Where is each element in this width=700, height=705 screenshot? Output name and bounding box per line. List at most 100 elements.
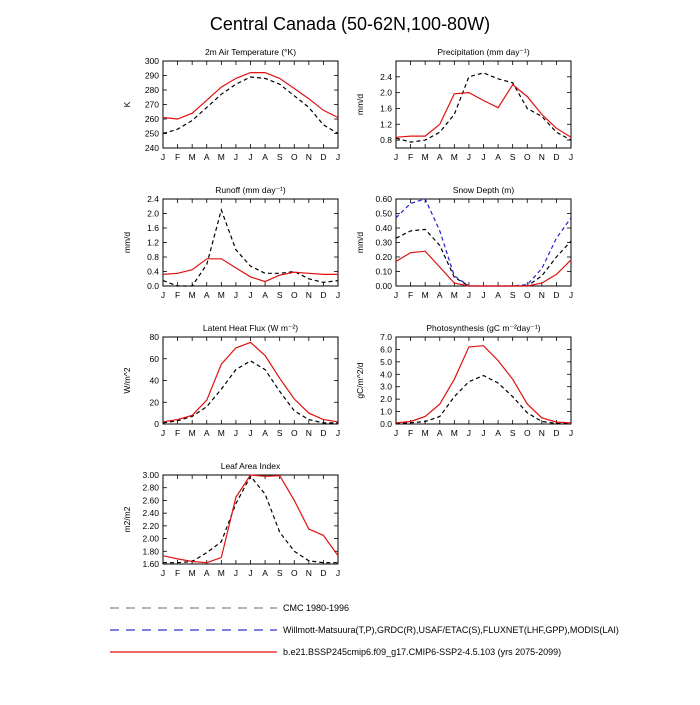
y-tick-label: 1.6 (147, 223, 159, 233)
legend-item: Willmott-Matsuura(T,P),GRDC(R),USAF/ETAC… (110, 625, 619, 635)
x-tick-label: D (553, 152, 559, 162)
x-tick-label: A (495, 290, 501, 300)
x-tick-label: F (175, 152, 180, 162)
x-tick-label: M (451, 428, 458, 438)
x-tick-label: J (394, 290, 398, 300)
x-tick-label: D (320, 152, 326, 162)
x-tick-label: D (553, 428, 559, 438)
panel-title: Photosynthesis (gC m⁻²day⁻¹) (426, 323, 540, 333)
figure-title: Central Canada (50-62N,100-80W) (210, 14, 490, 34)
panel-title: Latent Heat Flux (W m⁻²) (203, 323, 298, 333)
y-axis-label: mm/d (355, 94, 365, 116)
x-tick-label: J (467, 152, 471, 162)
x-tick-label: A (204, 290, 210, 300)
y-axis-label: mm/d (122, 232, 132, 254)
panel-title: Runoff (mm day⁻¹) (215, 185, 286, 195)
x-tick-label: N (539, 290, 545, 300)
x-tick-label: J (569, 290, 573, 300)
legend-item: b.e21.BSSP245cmip6.f09_g17.CMIP6-SSP2-4.… (110, 647, 561, 657)
x-tick-label: N (306, 290, 312, 300)
legend-label: b.e21.BSSP245cmip6.f09_g17.CMIP6-SSP2-4.… (283, 647, 561, 657)
y-tick-label: 2.40 (142, 508, 159, 518)
y-axis-label: mm/d (355, 232, 365, 254)
x-tick-label: S (510, 428, 516, 438)
y-tick-label: 0.50 (375, 209, 392, 219)
x-tick-label: O (524, 290, 531, 300)
x-tick-label: A (437, 152, 443, 162)
y-axis-label: m2/m2 (122, 506, 132, 532)
y-tick-label: 6.0 (380, 344, 392, 354)
x-tick-label: N (306, 568, 312, 578)
x-tick-label: J (481, 290, 485, 300)
x-tick-label: J (234, 568, 238, 578)
series-line-3 (395, 250, 572, 287)
y-tick-label: 60 (150, 354, 160, 364)
y-tick-label: 0.4 (147, 267, 159, 277)
series-line-2 (162, 71, 339, 120)
x-tick-label: J (248, 152, 252, 162)
y-tick-label: 2.80 (142, 483, 159, 493)
x-tick-label: J (467, 428, 471, 438)
x-tick-label: M (451, 290, 458, 300)
panel-title: Precipitation (mm day⁻¹) (437, 47, 530, 57)
x-tick-label: A (437, 428, 443, 438)
x-tick-label: F (175, 428, 180, 438)
x-tick-label: D (553, 290, 559, 300)
x-tick-label: S (277, 568, 283, 578)
x-tick-label: J (161, 290, 165, 300)
chart-panel-6: Photosynthesis (gC m⁻²day⁻¹) gC/m^2/d 0.0 1… (355, 323, 573, 438)
y-tick-label: 2.4 (147, 194, 159, 204)
x-tick-label: M (422, 290, 429, 300)
y-tick-label: 240 (145, 143, 159, 153)
x-tick-label: J (336, 568, 340, 578)
x-tick-label: F (408, 290, 413, 300)
x-tick-label: A (204, 568, 210, 578)
x-tick-label: M (218, 152, 225, 162)
y-tick-label: 2.00 (142, 534, 159, 544)
x-tick-label: M (422, 152, 429, 162)
y-tick-label: 2.4 (380, 72, 392, 82)
panel-title: Leaf Area Index (221, 461, 281, 471)
y-tick-label: 1.60 (142, 559, 159, 569)
x-tick-label: M (218, 290, 225, 300)
x-tick-label: J (248, 290, 252, 300)
x-tick-label: A (204, 152, 210, 162)
series-line-1 (162, 76, 339, 135)
series-line-2 (395, 345, 572, 424)
x-tick-label: O (524, 152, 531, 162)
plot-frame (395, 60, 572, 149)
y-tick-label: 0.00 (375, 281, 392, 291)
y-axis-label: K (122, 101, 132, 107)
x-tick-label: J (394, 152, 398, 162)
x-tick-label: S (277, 290, 283, 300)
y-tick-label: 250 (145, 129, 159, 139)
x-tick-label: J (394, 428, 398, 438)
y-axis-label: W/m^2 (122, 367, 132, 393)
y-tick-label: 0 (154, 419, 159, 429)
x-tick-label: J (234, 152, 238, 162)
y-tick-label: 3.00 (142, 470, 159, 480)
chart-panel-7: Leaf Area Index m2/m2 1.60 1.80 2.00 2.20 2.40… (122, 461, 340, 578)
plot-frame (395, 336, 572, 425)
x-tick-label: J (336, 428, 340, 438)
x-tick-label: A (262, 428, 268, 438)
y-tick-label: 290 (145, 71, 159, 81)
y-tick-label: 0.60 (375, 194, 392, 204)
y-tick-label: 2.0 (380, 88, 392, 98)
x-tick-label: S (277, 428, 283, 438)
x-tick-label: J (248, 428, 252, 438)
x-tick-label: D (320, 290, 326, 300)
y-tick-label: 0.8 (380, 135, 392, 145)
x-tick-label: A (495, 428, 501, 438)
x-tick-label: J (467, 290, 471, 300)
x-tick-label: N (539, 428, 545, 438)
x-tick-label: M (218, 568, 225, 578)
series-line-1 (395, 72, 572, 143)
x-tick-label: J (248, 568, 252, 578)
y-tick-label: 0.20 (375, 252, 392, 262)
x-tick-label: O (291, 428, 298, 438)
x-tick-label: F (175, 568, 180, 578)
x-tick-label: M (218, 428, 225, 438)
panel-title: 2m Air Temperature (°K) (205, 47, 296, 57)
y-tick-label: 40 (150, 376, 160, 386)
